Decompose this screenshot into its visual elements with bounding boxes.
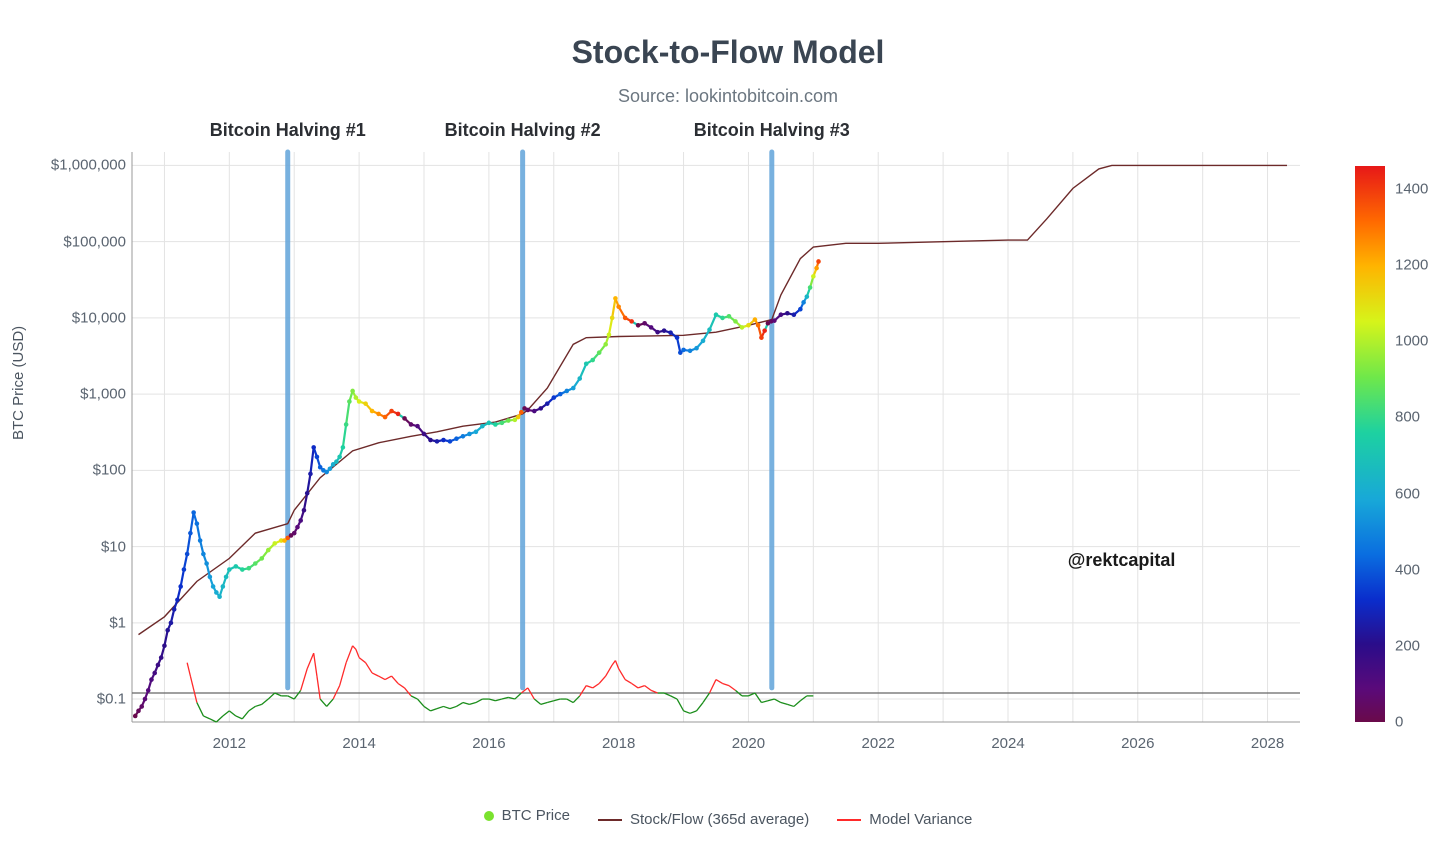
x-tick: 2026 bbox=[1121, 735, 1154, 752]
colorbar-tick: 400 bbox=[1395, 561, 1420, 578]
chart-container: { "title": "Stock-to-Flow Model", "subti… bbox=[0, 0, 1456, 844]
y-tick: $100 bbox=[26, 462, 126, 479]
y-tick: $0.1 bbox=[26, 691, 126, 708]
legend-item: BTC Price bbox=[484, 807, 570, 824]
colorbar-tick: 0 bbox=[1395, 714, 1403, 731]
legend-label: BTC Price bbox=[502, 807, 570, 824]
legend-swatch bbox=[837, 819, 861, 821]
legend-swatch bbox=[484, 811, 494, 821]
y-tick: $1,000,000 bbox=[26, 157, 126, 174]
colorbar-tick: 800 bbox=[1395, 409, 1420, 426]
halving-label: Bitcoin Halving #1 bbox=[210, 120, 366, 141]
y-tick: $1,000 bbox=[26, 386, 126, 403]
x-tick: 2022 bbox=[862, 735, 895, 752]
halving-label: Bitcoin Halving #2 bbox=[445, 120, 601, 141]
halving-label: Bitcoin Halving #3 bbox=[694, 120, 850, 141]
legend-label: Stock/Flow (365d average) bbox=[630, 811, 809, 828]
y-tick: $100,000 bbox=[26, 233, 126, 250]
x-tick: 2028 bbox=[1251, 735, 1284, 752]
x-tick: 2016 bbox=[472, 735, 505, 752]
y-axis-label: BTC Price (USD) bbox=[10, 326, 27, 440]
legend-swatch bbox=[598, 819, 622, 821]
legend-item: Model Variance bbox=[837, 811, 972, 828]
legend-item: Stock/Flow (365d average) bbox=[598, 811, 809, 828]
colorbar-tick: 1400 bbox=[1395, 180, 1428, 197]
colorbar-tick: 1000 bbox=[1395, 333, 1428, 350]
colorbar-tick: 1200 bbox=[1395, 257, 1428, 274]
y-tick: $1 bbox=[26, 614, 126, 631]
x-tick: 2024 bbox=[991, 735, 1024, 752]
colorbar-tick: 600 bbox=[1395, 485, 1420, 502]
x-tick: 2014 bbox=[342, 735, 375, 752]
y-tick: $10 bbox=[26, 538, 126, 555]
x-tick: 2012 bbox=[213, 735, 246, 752]
legend: BTC Price Stock/Flow (365d average) Model … bbox=[0, 807, 1456, 828]
x-tick: 2020 bbox=[732, 735, 765, 752]
legend-label: Model Variance bbox=[869, 811, 972, 828]
y-tick: $10,000 bbox=[26, 309, 126, 326]
colorbar-tick: 200 bbox=[1395, 637, 1420, 654]
watermark: @rektcapital bbox=[1068, 550, 1176, 571]
x-tick: 2018 bbox=[602, 735, 635, 752]
